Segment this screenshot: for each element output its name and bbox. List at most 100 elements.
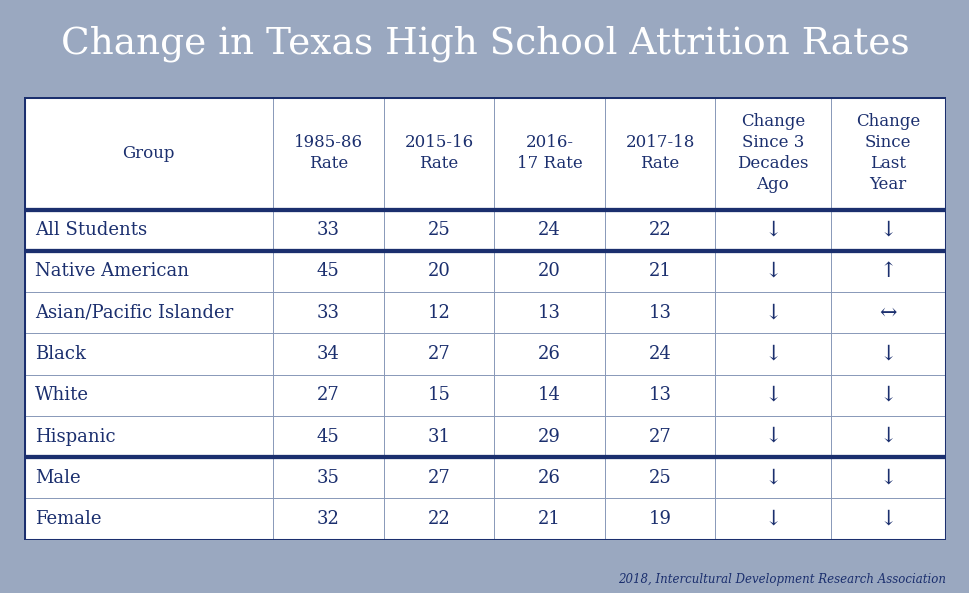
Bar bbox=[273, 416, 383, 457]
Text: ↓: ↓ bbox=[764, 427, 781, 446]
Bar bbox=[384, 209, 493, 251]
Text: 22: 22 bbox=[427, 510, 450, 528]
Bar bbox=[493, 416, 605, 457]
Bar bbox=[24, 416, 273, 457]
Bar bbox=[714, 333, 829, 375]
Text: 31: 31 bbox=[427, 428, 450, 445]
Bar bbox=[829, 292, 945, 333]
Text: Black: Black bbox=[35, 345, 86, 363]
Text: 33: 33 bbox=[317, 304, 339, 322]
Text: 2015-16
Rate: 2015-16 Rate bbox=[404, 134, 473, 172]
Bar bbox=[493, 375, 605, 416]
Text: 34: 34 bbox=[317, 345, 339, 363]
Bar bbox=[714, 457, 829, 498]
Text: 2016-
17 Rate: 2016- 17 Rate bbox=[516, 134, 581, 172]
Text: 45: 45 bbox=[317, 428, 339, 445]
Bar bbox=[493, 457, 605, 498]
Bar bbox=[829, 333, 945, 375]
Text: 15: 15 bbox=[427, 386, 450, 404]
Bar bbox=[829, 97, 945, 209]
Bar bbox=[605, 251, 715, 292]
Bar bbox=[829, 457, 945, 498]
Text: 35: 35 bbox=[317, 468, 339, 487]
Text: 13: 13 bbox=[648, 304, 671, 322]
Text: Hispanic: Hispanic bbox=[35, 428, 116, 445]
Bar bbox=[273, 209, 383, 251]
Text: 25: 25 bbox=[427, 221, 450, 239]
Bar bbox=[829, 375, 945, 416]
Bar bbox=[384, 333, 493, 375]
Bar bbox=[493, 292, 605, 333]
Text: 22: 22 bbox=[648, 221, 671, 239]
Text: 29: 29 bbox=[538, 428, 560, 445]
Text: 27: 27 bbox=[648, 428, 671, 445]
Text: 21: 21 bbox=[538, 510, 560, 528]
Text: White: White bbox=[35, 386, 89, 404]
Text: 27: 27 bbox=[427, 345, 450, 363]
Text: ↓: ↓ bbox=[764, 509, 781, 528]
Text: 45: 45 bbox=[317, 263, 339, 280]
Text: 14: 14 bbox=[538, 386, 560, 404]
Bar bbox=[714, 375, 829, 416]
Bar bbox=[605, 498, 715, 540]
Bar bbox=[605, 292, 715, 333]
Text: Group: Group bbox=[122, 145, 174, 162]
Bar bbox=[273, 333, 383, 375]
Bar bbox=[384, 97, 493, 209]
Text: ↓: ↓ bbox=[879, 468, 896, 487]
Bar bbox=[384, 375, 493, 416]
Bar bbox=[605, 416, 715, 457]
Bar bbox=[714, 97, 829, 209]
Text: ↓: ↓ bbox=[879, 427, 896, 446]
Bar bbox=[714, 251, 829, 292]
Text: ↓: ↓ bbox=[879, 386, 896, 405]
Text: 12: 12 bbox=[427, 304, 450, 322]
Text: ↓: ↓ bbox=[879, 221, 896, 240]
Text: Change
Since 3
Decades
Ago: Change Since 3 Decades Ago bbox=[736, 113, 808, 193]
Bar bbox=[493, 333, 605, 375]
Text: 13: 13 bbox=[538, 304, 560, 322]
Text: 2018, Intercultural Development Research Association: 2018, Intercultural Development Research… bbox=[617, 573, 945, 586]
Bar bbox=[24, 498, 273, 540]
Text: ↓: ↓ bbox=[764, 468, 781, 487]
Bar bbox=[605, 375, 715, 416]
Bar bbox=[605, 457, 715, 498]
Text: 24: 24 bbox=[648, 345, 671, 363]
Text: 24: 24 bbox=[538, 221, 560, 239]
Bar bbox=[384, 292, 493, 333]
Text: 32: 32 bbox=[317, 510, 339, 528]
Bar bbox=[714, 292, 829, 333]
Bar bbox=[714, 209, 829, 251]
Bar bbox=[605, 209, 715, 251]
Bar bbox=[273, 375, 383, 416]
Text: 13: 13 bbox=[648, 386, 671, 404]
Bar bbox=[605, 97, 715, 209]
Text: 19: 19 bbox=[648, 510, 671, 528]
Bar bbox=[384, 416, 493, 457]
Text: Change
Since
Last
Year: Change Since Last Year bbox=[856, 113, 920, 193]
Bar bbox=[493, 498, 605, 540]
Text: All Students: All Students bbox=[35, 221, 147, 239]
Bar bbox=[829, 209, 945, 251]
Text: 26: 26 bbox=[538, 345, 560, 363]
Bar bbox=[493, 209, 605, 251]
Text: Asian/Pacific Islander: Asian/Pacific Islander bbox=[35, 304, 234, 322]
Bar bbox=[273, 498, 383, 540]
Text: 1985-86
Rate: 1985-86 Rate bbox=[294, 134, 362, 172]
Text: 25: 25 bbox=[648, 468, 671, 487]
Text: Female: Female bbox=[35, 510, 102, 528]
Text: ↓: ↓ bbox=[879, 345, 896, 364]
Text: Native American: Native American bbox=[35, 263, 189, 280]
Text: 33: 33 bbox=[317, 221, 339, 239]
Bar bbox=[493, 251, 605, 292]
Text: ↓: ↓ bbox=[764, 386, 781, 405]
Text: ↓: ↓ bbox=[764, 221, 781, 240]
Bar bbox=[829, 498, 945, 540]
Bar bbox=[384, 498, 493, 540]
Bar bbox=[24, 209, 273, 251]
Bar bbox=[384, 251, 493, 292]
Bar bbox=[273, 457, 383, 498]
Bar bbox=[24, 292, 273, 333]
Bar bbox=[829, 251, 945, 292]
Bar bbox=[493, 97, 605, 209]
